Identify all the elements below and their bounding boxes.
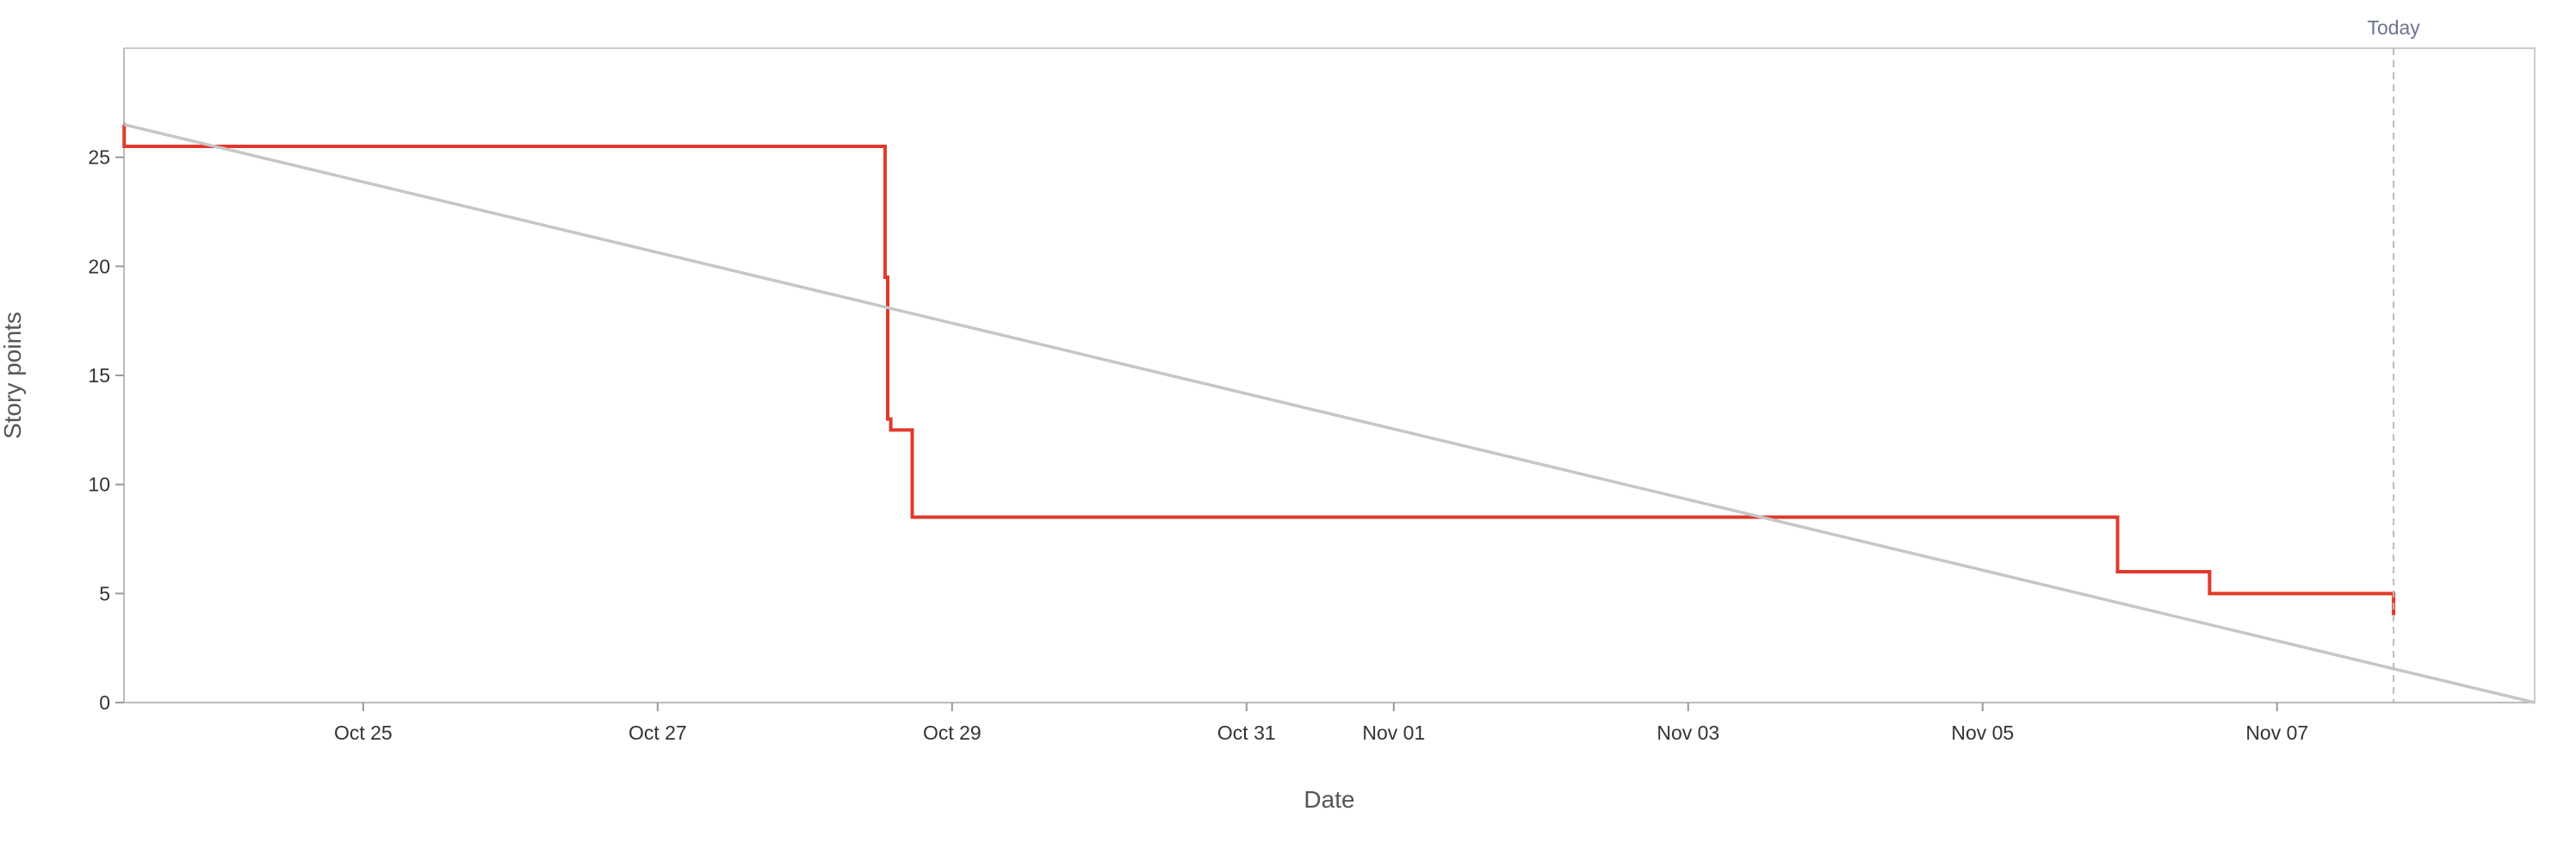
x-tick-label: Nov 01 (1362, 722, 1425, 744)
y-tick-label: 5 (99, 582, 110, 604)
series-layer (122, 122, 2536, 704)
y-axis-title: Story points (0, 312, 26, 439)
y-tick-label: 15 (88, 364, 110, 387)
remaining-points-line (122, 122, 2396, 616)
x-tick-label: Oct 25 (334, 722, 393, 744)
ideal-guideline (123, 122, 2536, 704)
x-tick-label: Nov 03 (1656, 722, 1719, 744)
x-tick-label: Oct 29 (923, 722, 981, 744)
x-tick-label: Oct 31 (1217, 722, 1276, 744)
y-axis-ticks: 0 5 10 15 20 25 (88, 146, 124, 714)
x-axis-ticks: Oct 25 Oct 27 Oct 29 Oct 31 Nov 01 Nov 03 Nov … (334, 703, 2308, 744)
y-tick-label: 25 (88, 146, 110, 169)
y-tick-label: 0 (99, 691, 110, 714)
x-axis-title: Date (1303, 786, 1354, 813)
marker-layer: Today (2367, 16, 2420, 703)
x-tick-label: Nov 07 (2245, 722, 2308, 744)
x-tick-label: Nov 05 (1951, 722, 2014, 744)
today-marker-label: Today (2367, 16, 2420, 39)
y-tick-label: 20 (88, 255, 110, 277)
x-tick-label: Oct 27 (629, 722, 687, 744)
y-tick-label: 10 (88, 474, 110, 496)
